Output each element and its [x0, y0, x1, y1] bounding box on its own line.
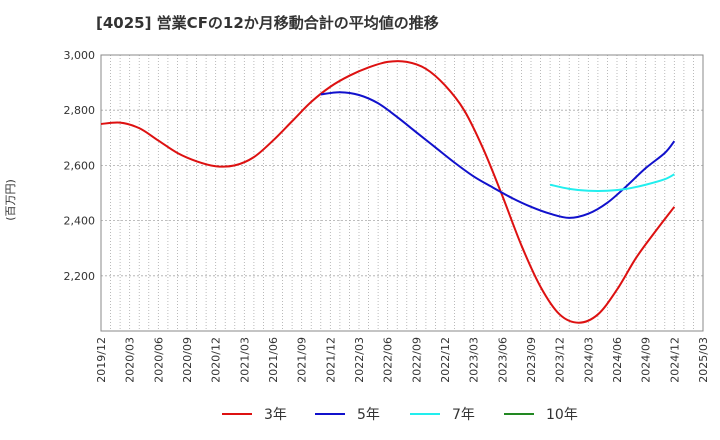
x-tick-label: 2024/09 [640, 337, 653, 383]
y-tick-label: 2,600 [64, 159, 96, 172]
plot-area [100, 54, 704, 332]
x-tick-label: 2023/03 [468, 337, 481, 383]
y-axis-ticks: 2,200 2,400 2,600 2,800 3,000 [64, 49, 96, 283]
x-tick-label: 2020/12 [210, 337, 223, 383]
x-tick-label: 2025/03 [697, 337, 710, 383]
x-tick-label: 2021/12 [324, 337, 337, 383]
y-tick-label: 3,000 [64, 49, 96, 62]
x-axis-ticks: 2019/12 2020/03 2020/06 2020/09 2020/12 2021/… [95, 337, 710, 383]
x-tick-label: 2021/03 [238, 337, 251, 383]
x-tick-label: 2020/09 [181, 337, 194, 383]
y-tick-label: 2,800 [64, 104, 96, 117]
legend-label: 10年 [546, 407, 578, 423]
x-tick-label: 2024/12 [668, 337, 681, 383]
series-line-5年 [320, 91, 676, 219]
x-tick-label: 2021/09 [296, 337, 309, 383]
y-tick-label: 2,200 [64, 270, 96, 283]
y-axis-label: (百万円) [4, 179, 17, 221]
legend-label: 7年 [452, 407, 475, 423]
x-tick-label: 2024/03 [582, 337, 595, 383]
legend-label: 5年 [357, 407, 380, 423]
x-tick-label: 2023/12 [554, 337, 567, 383]
chart-title: [4025] 営業CFの12か月移動合計の平均値の推移 [96, 14, 439, 32]
x-tick-label: 2020/03 [124, 337, 137, 383]
x-tick-label: 2023/06 [496, 337, 509, 383]
x-tick-label: 2021/06 [267, 337, 280, 383]
series-lines [100, 60, 676, 324]
x-tick-label: 2022/03 [353, 337, 366, 383]
x-tick-label: 2023/09 [525, 337, 538, 383]
x-tick-label: 2019/12 [95, 337, 108, 383]
grid [101, 54, 703, 331]
x-tick-label: 2020/06 [152, 337, 165, 383]
x-tick-label: 2022/12 [439, 337, 452, 383]
y-tick-label: 2,400 [64, 215, 96, 228]
series-line-3年 [100, 60, 676, 324]
legend-label: 3年 [264, 407, 287, 423]
x-tick-label: 2022/09 [410, 337, 423, 383]
series-line-7年 [549, 173, 675, 193]
legend: 3年 5年 7年 10年 [222, 407, 578, 423]
x-tick-label: 2024/06 [611, 337, 624, 383]
x-tick-label: 2022/06 [382, 337, 395, 383]
